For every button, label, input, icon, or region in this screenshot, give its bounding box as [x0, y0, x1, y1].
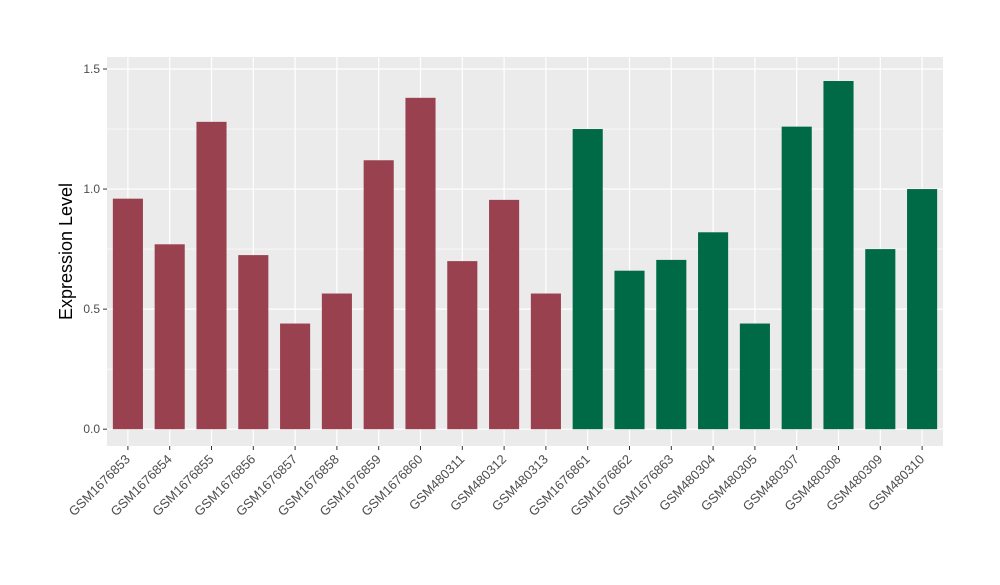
bar — [656, 259, 687, 430]
bar — [865, 249, 896, 430]
bar — [112, 198, 143, 430]
bar — [154, 244, 185, 430]
y-tick-label: 1.0 — [83, 182, 100, 196]
bars — [112, 81, 938, 430]
x-axis: GSM1676853GSM1676854GSM1676855GSM1676856… — [66, 446, 927, 519]
bar — [781, 126, 812, 430]
bar — [405, 97, 436, 430]
bar — [447, 261, 478, 430]
bar — [739, 323, 770, 430]
bar — [823, 81, 854, 430]
y-axis: 0.0 0.5 1.0 1.5 — [83, 62, 107, 436]
bar — [698, 232, 729, 430]
y-axis-label: Expression Level — [56, 183, 76, 320]
bar — [614, 270, 645, 430]
y-tick-label: 0.5 — [83, 302, 100, 316]
bar — [530, 293, 561, 430]
bar — [196, 121, 227, 430]
bar — [280, 323, 311, 430]
y-tick-label: 1.5 — [83, 62, 100, 76]
bar — [238, 255, 269, 430]
bar — [363, 160, 394, 430]
y-tick-label: 0.0 — [83, 422, 100, 436]
bar — [489, 199, 520, 430]
bar — [572, 129, 603, 430]
bar — [321, 293, 352, 430]
bar — [907, 189, 938, 430]
plot-panel — [107, 57, 943, 446]
